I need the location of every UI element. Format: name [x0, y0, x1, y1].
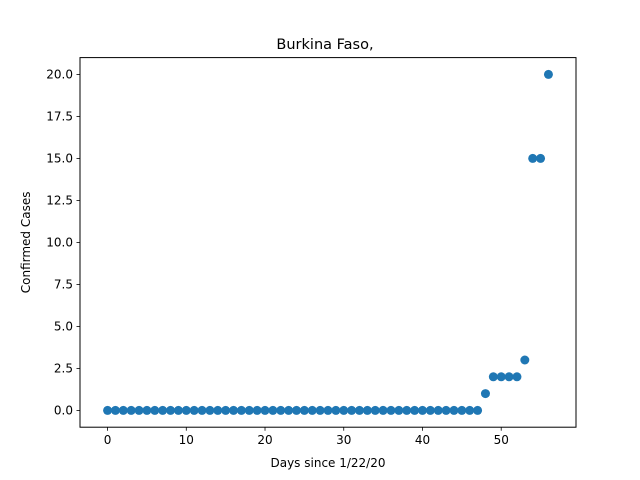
- x-axis-ticks: 0 10 20 30 40 50: [104, 427, 509, 447]
- data-point: [197, 405, 207, 415]
- y-tick-label: 2.5: [54, 362, 73, 376]
- data-point: [323, 405, 333, 415]
- data-point: [394, 405, 404, 415]
- data-point: [229, 405, 239, 415]
- data-point: [386, 405, 396, 415]
- data-point: [252, 405, 262, 415]
- y-axis-ticks: 0.0 2.5 5.0 7.5 10.0 12.5 15.0 17.5 20.0: [46, 68, 80, 418]
- x-tick-label: 10: [179, 433, 194, 447]
- data-point: [292, 405, 302, 415]
- data-point: [441, 405, 451, 415]
- data-point: [496, 372, 506, 382]
- y-tick-label: 12.5: [46, 194, 73, 208]
- data-point: [236, 405, 246, 415]
- y-tick-label: 0.0: [54, 404, 73, 418]
- data-point: [134, 405, 144, 415]
- x-tick-label: 50: [494, 433, 509, 447]
- data-point: [433, 405, 443, 415]
- data-point: [150, 405, 160, 415]
- data-point: [307, 405, 317, 415]
- x-axis-label: Days since 1/22/20: [270, 456, 385, 470]
- data-point: [244, 405, 254, 415]
- data-points: [103, 69, 553, 415]
- data-point: [166, 405, 176, 415]
- chart-title: Burkina Faso,: [276, 37, 373, 53]
- data-point: [425, 405, 435, 415]
- data-point: [378, 405, 388, 415]
- x-tick-label: 30: [336, 433, 351, 447]
- data-point: [362, 405, 372, 415]
- data-point: [488, 372, 498, 382]
- data-point: [103, 405, 113, 415]
- data-point: [457, 405, 467, 415]
- y-tick-label: 5.0: [54, 320, 73, 334]
- data-point: [370, 405, 380, 415]
- data-point: [520, 355, 530, 365]
- data-point: [173, 405, 183, 415]
- data-point: [528, 153, 538, 163]
- data-point: [268, 405, 278, 415]
- data-point: [339, 405, 349, 415]
- data-point: [260, 405, 270, 415]
- data-point: [118, 405, 128, 415]
- data-point: [205, 405, 215, 415]
- data-point: [543, 69, 553, 79]
- data-point: [417, 405, 427, 415]
- y-tick-label: 7.5: [54, 278, 73, 292]
- x-tick-label: 40: [415, 433, 430, 447]
- data-point: [480, 389, 490, 399]
- y-tick-label: 15.0: [46, 152, 73, 166]
- y-tick-label: 10.0: [46, 236, 73, 250]
- data-point: [299, 405, 309, 415]
- data-point: [465, 405, 475, 415]
- data-point: [449, 405, 459, 415]
- data-point: [110, 405, 120, 415]
- data-point: [181, 405, 191, 415]
- data-point: [315, 405, 325, 415]
- data-point: [142, 405, 152, 415]
- plot-frame: [79, 57, 577, 428]
- data-point: [536, 153, 546, 163]
- x-tick-label: 20: [257, 433, 272, 447]
- data-point: [402, 405, 412, 415]
- data-point: [126, 405, 136, 415]
- y-tick-label: 20.0: [46, 68, 73, 82]
- data-point: [284, 405, 294, 415]
- data-point: [354, 405, 364, 415]
- data-point: [331, 405, 341, 415]
- data-point: [158, 405, 168, 415]
- y-axis-label: Confirmed Cases: [19, 192, 33, 294]
- data-point: [189, 405, 199, 415]
- data-point: [213, 405, 223, 415]
- data-point: [221, 405, 231, 415]
- data-point: [410, 405, 420, 415]
- data-point: [347, 405, 357, 415]
- data-point: [504, 372, 514, 382]
- data-point: [473, 405, 483, 415]
- x-tick-label: 0: [104, 433, 112, 447]
- data-point: [512, 372, 522, 382]
- y-tick-label: 17.5: [46, 110, 73, 124]
- data-point: [276, 405, 286, 415]
